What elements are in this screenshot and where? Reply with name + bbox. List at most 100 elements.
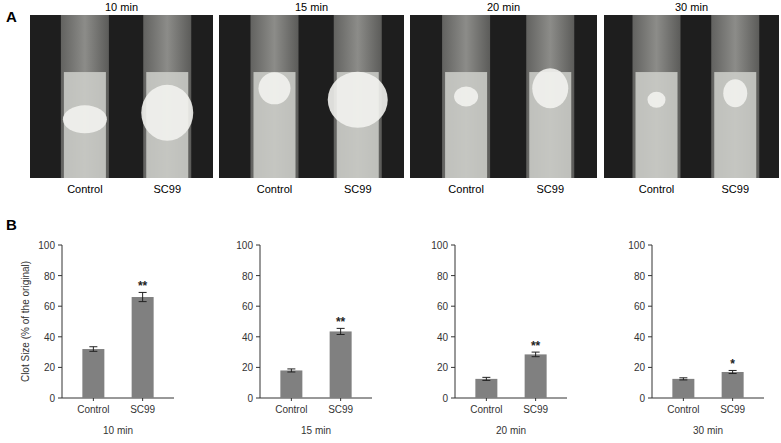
bars bbox=[82, 292, 153, 398]
chart: 020406080100ControlSC9930 min* bbox=[628, 240, 764, 436]
liquid bbox=[636, 72, 678, 178]
tube bbox=[442, 15, 490, 178]
y-tick-label: 80 bbox=[242, 271, 254, 282]
error-cap bbox=[482, 377, 490, 378]
x-tick bbox=[93, 398, 94, 401]
x-tick-label: SC99 bbox=[130, 404, 155, 415]
y-tick bbox=[256, 306, 260, 307]
x-axis bbox=[455, 398, 567, 399]
error-line bbox=[93, 347, 94, 352]
liquid bbox=[254, 72, 296, 178]
x-tick-label: Control bbox=[275, 404, 307, 415]
tube bbox=[526, 15, 574, 178]
y-tick-label: 0 bbox=[442, 393, 448, 404]
y-tick bbox=[256, 398, 260, 399]
y-tick-label: 40 bbox=[44, 332, 56, 343]
y-tick bbox=[58, 398, 62, 399]
error-cap bbox=[89, 346, 97, 347]
error-bar bbox=[89, 347, 97, 352]
y-tick-label: 100 bbox=[431, 240, 448, 251]
x-tick-label: Control bbox=[470, 404, 502, 415]
photo-title: 10 min bbox=[105, 1, 138, 13]
y-tick bbox=[256, 275, 260, 276]
clot bbox=[63, 105, 107, 133]
x-tick-label: Control bbox=[667, 404, 699, 415]
y-axis bbox=[62, 245, 63, 398]
photo-title: 20 min bbox=[487, 1, 520, 13]
bars bbox=[672, 370, 743, 398]
error-cap bbox=[337, 334, 345, 335]
y-tick bbox=[58, 275, 62, 276]
photo bbox=[410, 15, 597, 178]
error-cap bbox=[482, 380, 490, 381]
bars bbox=[475, 352, 546, 398]
y-tick bbox=[648, 336, 652, 337]
bar bbox=[82, 349, 104, 398]
clot bbox=[723, 79, 747, 107]
error-bar bbox=[482, 377, 490, 380]
tube bbox=[633, 15, 681, 178]
y-tick-label: 100 bbox=[628, 240, 645, 251]
y-axis-label: Clot Size (% of the original) bbox=[20, 261, 31, 382]
y-axis bbox=[652, 245, 653, 398]
y-tick bbox=[58, 367, 62, 368]
error-cap bbox=[679, 379, 687, 380]
x-axis-label: 30 min bbox=[693, 425, 723, 436]
x-tick-label: Control bbox=[77, 404, 109, 415]
liquid bbox=[64, 72, 106, 178]
y-tick-label: 80 bbox=[44, 271, 56, 282]
bar bbox=[722, 372, 744, 398]
y-tick bbox=[451, 275, 455, 276]
tube bbox=[61, 15, 109, 178]
bar bbox=[330, 331, 352, 398]
y-tick bbox=[256, 336, 260, 337]
error-cap bbox=[139, 301, 147, 302]
y-tick-label: 20 bbox=[242, 362, 254, 373]
y-tick-label: 60 bbox=[634, 301, 646, 312]
photo-background bbox=[604, 15, 779, 178]
significance: * bbox=[730, 357, 735, 371]
clot bbox=[141, 85, 193, 141]
y-tick bbox=[648, 367, 652, 368]
clot bbox=[259, 72, 291, 104]
error-bar bbox=[287, 369, 295, 372]
photo-label: SC99 bbox=[153, 183, 181, 195]
bar bbox=[525, 354, 547, 398]
error-bar bbox=[139, 292, 147, 301]
panel-label: B bbox=[6, 216, 17, 233]
liquid bbox=[714, 72, 756, 178]
y-tick-label: 0 bbox=[49, 393, 55, 404]
y-tick-label: 20 bbox=[44, 362, 56, 373]
x-axis-label: 10 min bbox=[103, 425, 133, 436]
panel-label: A bbox=[6, 8, 17, 25]
clot bbox=[532, 68, 568, 108]
clot bbox=[328, 72, 388, 128]
y-tick-label: 40 bbox=[437, 332, 449, 343]
photo-title: 30 min bbox=[675, 1, 708, 13]
x-axis bbox=[652, 398, 764, 399]
bar bbox=[132, 297, 154, 398]
photo bbox=[219, 15, 404, 178]
significance: ** bbox=[138, 279, 148, 293]
error-bar bbox=[679, 378, 687, 380]
x-tick bbox=[291, 398, 292, 401]
y-tick bbox=[58, 245, 62, 246]
y-tick-label: 80 bbox=[634, 271, 646, 282]
chart: 020406080100ControlSC9915 min** bbox=[236, 240, 372, 436]
y-tick bbox=[58, 336, 62, 337]
photo-background bbox=[219, 15, 404, 178]
y-axis bbox=[260, 245, 261, 398]
photo-label: SC99 bbox=[344, 183, 372, 195]
clot bbox=[454, 87, 478, 107]
error-cap bbox=[729, 373, 737, 374]
y-tick-label: 60 bbox=[44, 301, 56, 312]
y-tick bbox=[451, 245, 455, 246]
x-tick bbox=[142, 398, 143, 401]
clot bbox=[648, 92, 666, 108]
x-tick bbox=[683, 398, 684, 401]
y-tick-label: 40 bbox=[242, 332, 254, 343]
significance: ** bbox=[531, 339, 541, 353]
x-tick-label: SC99 bbox=[523, 404, 548, 415]
x-tick bbox=[535, 398, 536, 401]
y-tick bbox=[648, 245, 652, 246]
